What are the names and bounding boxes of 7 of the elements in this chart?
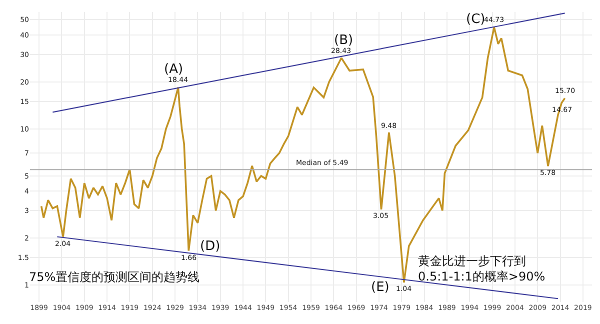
- annotation: 黄金比进一步下行到 0.5:1-1:1的概率>90%: [418, 254, 546, 284]
- annotation: (A): [164, 62, 184, 77]
- annotation: (E): [371, 280, 390, 295]
- annotation: (C): [466, 12, 486, 27]
- annotation: 75%置信度的预测区间的趋势线: [29, 270, 200, 284]
- annotation: (B): [334, 33, 354, 48]
- annotation: (D): [200, 239, 220, 254]
